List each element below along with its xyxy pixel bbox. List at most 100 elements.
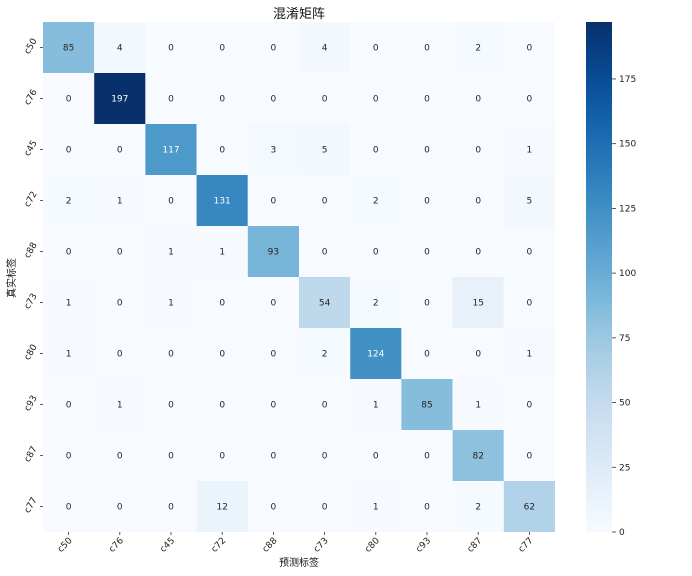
heatmap-cell	[247, 379, 299, 430]
x-tick-label: c50	[56, 536, 75, 555]
cell-value-label: 0	[219, 452, 225, 462]
cell-value-label: 0	[322, 452, 328, 462]
heatmap-cell	[350, 379, 402, 430]
cell-value-label: 0	[424, 95, 430, 105]
heatmap-cell	[350, 73, 402, 124]
x-axis-title: 预测标签	[279, 556, 319, 569]
heatmap-cell	[299, 379, 351, 430]
heatmap-cell	[247, 481, 299, 532]
y-axis-title: 真实标签	[5, 258, 18, 298]
heatmap-cell	[299, 124, 351, 175]
y-tick-label: c76	[23, 88, 40, 107]
heatmap-cell	[350, 481, 402, 532]
x-tick-label: c76	[107, 536, 126, 555]
cell-value-label: 0	[168, 401, 174, 411]
heatmap-cell	[350, 226, 402, 277]
heatmap-cell	[43, 73, 95, 124]
colorbar-tick-label: 0	[619, 528, 625, 538]
heatmap-cell	[299, 22, 351, 73]
heatmap-cell	[43, 277, 95, 328]
heatmap-cell	[94, 22, 146, 73]
heatmap-cell	[196, 277, 248, 328]
cell-value-label: 0	[527, 401, 533, 411]
heatmap-cell	[401, 22, 453, 73]
cell-value-label: 1	[475, 401, 481, 411]
cell-value-label: 0	[168, 197, 174, 207]
heatmap-cell	[247, 277, 299, 328]
heatmap-cell	[43, 124, 95, 175]
cell-value-label: 0	[271, 44, 277, 54]
cell-value-label: 0	[424, 146, 430, 156]
heatmap-cell	[247, 175, 299, 226]
cell-value-label: 1	[168, 248, 174, 258]
cell-value-label: 0	[271, 95, 277, 105]
cell-value-label: 0	[373, 452, 379, 462]
cell-value-label: 0	[271, 197, 277, 207]
colorbar-tick-label: 50	[619, 399, 631, 409]
cell-value-label: 0	[322, 503, 328, 513]
cell-value-label: 1	[117, 401, 123, 411]
cell-value-label: 117	[162, 146, 179, 156]
cell-value-label: 0	[117, 146, 123, 156]
cell-value-label: 124	[367, 350, 384, 360]
heatmap-cell	[503, 226, 555, 277]
heatmap-cell	[94, 124, 146, 175]
heatmap-cell	[247, 124, 299, 175]
cell-value-label: 1	[219, 248, 225, 258]
colorbar	[586, 22, 612, 532]
cell-value-label: 0	[117, 452, 123, 462]
cell-value-label: 2	[475, 503, 481, 513]
heatmap-cell	[452, 124, 504, 175]
cell-value-label: 0	[219, 44, 225, 54]
heatmap-cell	[401, 226, 453, 277]
heatmap-cell	[94, 73, 146, 124]
heatmap-cell	[503, 175, 555, 226]
heatmap-cell	[247, 328, 299, 379]
heatmap-cell	[350, 22, 402, 73]
cell-value-label: 0	[66, 248, 72, 258]
heatmap-cell	[196, 481, 248, 532]
cell-value-label: 82	[472, 452, 483, 462]
heatmap-cell	[452, 175, 504, 226]
x-tick-label: c88	[261, 536, 280, 555]
heatmap-cell	[503, 124, 555, 175]
x-tick-label: c93	[414, 536, 433, 555]
cell-value-label: 62	[524, 503, 535, 513]
cell-value-label: 131	[214, 197, 231, 207]
cell-value-label: 5	[527, 197, 533, 207]
cell-value-label: 0	[117, 350, 123, 360]
cell-value-label: 0	[322, 401, 328, 411]
heatmap-cell	[503, 22, 555, 73]
heatmap-cell	[503, 73, 555, 124]
heatmap-cell	[145, 277, 197, 328]
heatmap-cell	[503, 481, 555, 532]
cell-value-label: 0	[66, 503, 72, 513]
y-tick-label: c80	[23, 343, 40, 362]
cell-value-label: 0	[373, 146, 379, 156]
y-tick-label: c72	[23, 190, 40, 209]
cell-value-label: 0	[527, 452, 533, 462]
cell-value-label: 1	[527, 146, 533, 156]
heatmap-cell	[145, 481, 197, 532]
cell-value-label: 0	[475, 146, 481, 156]
heatmap-cell	[350, 277, 402, 328]
heatmap-cell	[299, 328, 351, 379]
heatmap-cell	[196, 175, 248, 226]
heatmap-cell	[94, 379, 146, 430]
cell-value-label: 1	[117, 197, 123, 207]
colorbar-tick-label: 125	[619, 204, 636, 214]
colorbar-tick-label: 100	[619, 269, 636, 279]
cell-value-label: 0	[322, 248, 328, 258]
cell-value-label: 0	[424, 452, 430, 462]
heatmap-cell	[452, 226, 504, 277]
heatmap-cell	[94, 430, 146, 481]
cell-value-label: 0	[271, 452, 277, 462]
cell-value-label: 0	[117, 299, 123, 309]
heatmap-cell	[350, 124, 402, 175]
x-tick-label: c73	[312, 536, 331, 555]
cell-value-label: 0	[373, 95, 379, 105]
cell-value-label: 0	[424, 299, 430, 309]
heatmap-cell	[43, 226, 95, 277]
cell-value-label: 0	[527, 44, 533, 54]
cell-value-label: 0	[475, 248, 481, 258]
